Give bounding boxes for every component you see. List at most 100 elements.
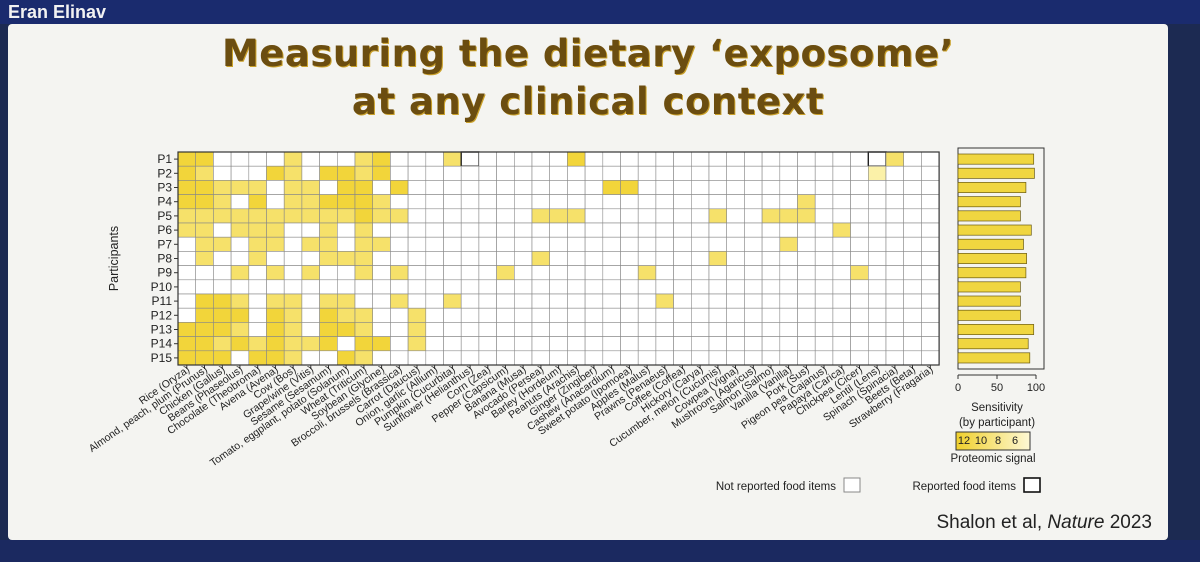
heatmap-cell [726,165,745,181]
heatmap-cell [549,279,568,295]
heatmap-cell [513,180,533,195]
participant-label: P7 [157,237,172,251]
heatmap-cell [496,322,515,337]
heatmap-cell [407,265,427,281]
heatmap-cell [602,279,621,295]
heatmap-cell [425,194,444,210]
heatmap-cell [407,151,427,167]
heatmap-cell [230,307,250,323]
heatmap-cell [549,307,568,323]
heatmap-cell [248,236,267,252]
citation-authors: Shalon et al, [936,512,1048,533]
heatmap-cell [814,336,834,352]
heatmap-cell [602,265,621,281]
heatmap-cell [283,165,303,181]
heatmap-cell [549,336,568,352]
sensitivity-bar [957,338,1029,350]
heatmap-cell [460,222,480,238]
heatmap-cell [903,265,922,281]
heatmap-cell [867,251,887,266]
heatmap-cell [230,180,250,195]
heatmap-cell [425,322,444,337]
heatmap-cell [779,222,798,238]
heatmap-cell [744,194,763,210]
sensitivity-bar [957,210,1021,222]
heatmap-cell [567,208,586,224]
heatmap-cell [885,265,905,281]
heatmap-cell [425,251,444,266]
heatmap-cell [584,222,604,238]
heatmap-cell [921,293,940,309]
heatmap-cell [336,350,356,366]
heatmap-cell [443,222,462,238]
heatmap-cell [230,350,250,366]
heatmap-cell [903,279,922,295]
heatmap-cell [744,293,763,309]
heatmap-cell [443,293,462,309]
heatmap-cell [602,293,621,309]
heatmap-cell [213,251,232,266]
heatmap-cell [832,251,851,266]
heatmap-cell [832,194,851,210]
heatmap-cell [797,208,816,224]
participant-label: P2 [157,166,172,180]
heatmap-cell [390,222,409,238]
heatmap-cell [797,180,816,195]
heatmap-cell [319,180,338,195]
heatmap-cell [832,293,851,309]
heatmap-cell [478,222,497,238]
heatmap-cell [301,251,320,266]
heatmap-cell [867,350,887,366]
heatmap-cell [425,208,444,224]
heatmap-cell [620,350,639,366]
heatmap-cell [690,194,710,210]
heatmap-cell [195,279,214,295]
heatmap-cell [336,307,356,323]
heatmap-cell [460,251,480,266]
heatmap-cell [885,151,905,167]
heatmap-cell [690,180,710,195]
heatmap-cell [584,322,604,337]
heatmap-cell [797,251,816,266]
heatmap-cell [213,336,232,352]
heatmap-cell [814,251,834,266]
heatmap-cell [213,236,232,252]
heatmap-cell [443,251,462,266]
heatmap-cell [726,222,745,238]
heatmap-cell [549,350,568,366]
heatmap-cell [390,251,409,266]
heatmap-cell [195,265,214,281]
heatmap-cell [655,208,674,224]
heatmap-cell [531,336,551,352]
heatmap-cell [354,165,374,181]
heatmap-cell [407,336,427,352]
heatmap-cell [779,322,798,337]
heatmap-cell [248,251,267,266]
heatmap-cell [673,279,692,295]
heatmap-cell [779,180,798,195]
heatmap-cell [761,307,781,323]
heatmap-cell [637,293,657,309]
heatmap-cell [513,222,533,238]
heatmap-cell [602,236,621,252]
heatmap-cell [407,222,427,238]
heatmap-cell [673,180,692,195]
heatmap-cell [867,222,887,238]
heatmap-cell [761,208,781,224]
heatmap-cell [177,279,197,295]
heatmap-cell [407,208,427,224]
heatmap-cell [283,336,303,352]
heatmap-cell [407,165,427,181]
heatmap-cell [655,265,674,281]
heatmap-cell [797,293,816,309]
heatmap-cell [584,208,604,224]
heatmap-cell [903,165,922,181]
heatmap-cell [425,265,444,281]
heatmap-cell [549,165,568,181]
heatmap-cell [283,322,303,337]
heatmap-cell [673,194,692,210]
heatmap-cell [319,336,338,352]
heatmap-cell [372,336,391,352]
heatmap-cell [478,307,497,323]
heatmap-cell [336,279,356,295]
